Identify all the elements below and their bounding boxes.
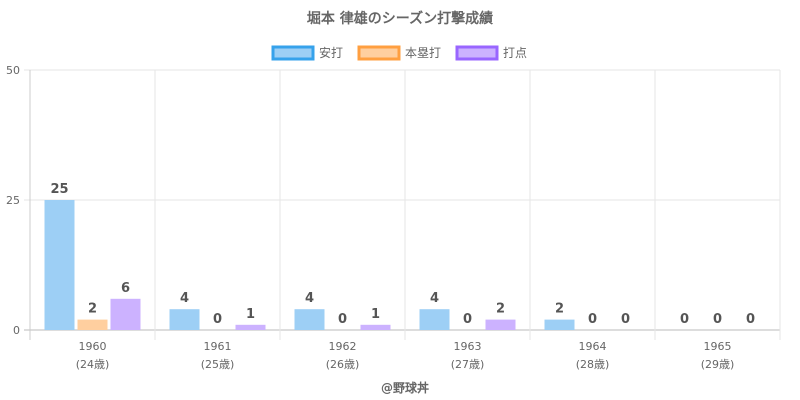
x-tick-label: 1964 bbox=[579, 340, 607, 353]
legend-label: 本塁打 bbox=[405, 46, 441, 60]
bar bbox=[44, 200, 75, 330]
grid bbox=[24, 69, 781, 340]
data-labels: 25 2 6 4 0 1 4 0 1 4 0 2 2 0 0 0 0 0 bbox=[50, 182, 755, 327]
data-label: 0 bbox=[213, 312, 222, 327]
bar bbox=[419, 309, 450, 330]
data-label: 2 bbox=[555, 302, 564, 317]
credit-label: @野球丼 bbox=[381, 380, 429, 395]
data-label: 0 bbox=[338, 312, 347, 327]
legend-label: 打点 bbox=[503, 46, 527, 60]
legend-swatch bbox=[357, 45, 401, 61]
legend: 安打 本塁打 打点 bbox=[271, 45, 527, 61]
chart-title: 堀本 律雄のシーズン打撃成績 bbox=[307, 10, 493, 27]
data-label: 0 bbox=[621, 312, 630, 327]
data-label: 0 bbox=[680, 312, 689, 327]
data-label: 4 bbox=[430, 291, 439, 306]
data-label: 2 bbox=[496, 302, 505, 317]
x-tick-label: 1960 bbox=[79, 340, 107, 353]
data-label: 1 bbox=[371, 307, 380, 322]
data-label: 1 bbox=[246, 307, 255, 322]
legend-swatch bbox=[271, 45, 315, 61]
x-tick-age-label: (24歳) bbox=[76, 358, 110, 371]
bar bbox=[485, 319, 516, 330]
bar bbox=[169, 309, 200, 330]
bar bbox=[235, 324, 266, 330]
bar bbox=[360, 324, 391, 330]
y-tick-label: 25 bbox=[6, 194, 20, 207]
x-tick-label: 1962 bbox=[329, 340, 357, 353]
bar bbox=[294, 309, 325, 330]
x-tick-age-label: (26歳) bbox=[326, 358, 360, 371]
bars bbox=[44, 200, 575, 330]
data-label: 0 bbox=[463, 312, 472, 327]
data-label: 2 bbox=[88, 302, 97, 317]
bar bbox=[110, 298, 141, 330]
data-label: 0 bbox=[588, 312, 597, 327]
x-tick-label: 1963 bbox=[454, 340, 482, 353]
y-axis: 0 25 50 bbox=[6, 64, 20, 337]
x-tick-label: 1961 bbox=[204, 340, 232, 353]
data-label: 0 bbox=[746, 312, 755, 327]
data-label: 6 bbox=[121, 281, 130, 296]
data-label: 25 bbox=[50, 182, 68, 197]
x-tick-age-label: (27歳) bbox=[451, 358, 485, 371]
y-tick-label: 50 bbox=[6, 64, 20, 77]
legend-swatch bbox=[455, 45, 499, 61]
x-tick-age-label: (25歳) bbox=[201, 358, 235, 371]
legend-label: 安打 bbox=[319, 45, 343, 60]
data-label: 4 bbox=[305, 291, 314, 306]
x-tick-age-label: (29歳) bbox=[701, 358, 735, 371]
data-label: 0 bbox=[713, 312, 722, 327]
bar bbox=[77, 319, 108, 330]
y-tick-label: 0 bbox=[13, 324, 20, 337]
data-label: 4 bbox=[180, 291, 189, 306]
bar bbox=[544, 319, 575, 330]
x-tick-label: 1965 bbox=[704, 340, 732, 353]
x-tick-age-label: (28歳) bbox=[576, 358, 610, 371]
x-axis: 1960 (24歳) 1961 (25歳) 1962 (26歳) 1963 (27歳) 1964… bbox=[76, 340, 735, 371]
